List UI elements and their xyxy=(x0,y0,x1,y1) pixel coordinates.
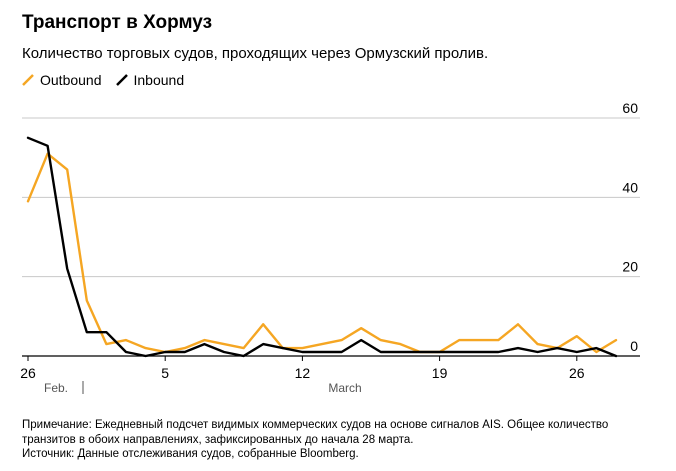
month-label-0: Feb. xyxy=(44,381,68,395)
legend: Outbound Inbound xyxy=(22,72,198,88)
chart-title: Транспорт в Хормуз xyxy=(22,12,213,33)
legend-swatch-inbound xyxy=(115,74,128,86)
y-tick-label-40: 40 xyxy=(622,179,638,195)
y-tick-label-0: 0 xyxy=(630,338,638,354)
x-tick-label-28: 26 xyxy=(569,365,585,381)
chart-notes: Примечание: Ежедневный подсчет видимых к… xyxy=(22,418,662,462)
chart-plot: 0 20 40 60 26 5 12 19 26 Feb. March xyxy=(20,100,640,395)
x-tick-label-21: 19 xyxy=(432,365,448,381)
legend-label-inbound: Inbound xyxy=(133,72,185,88)
y-tick-label-60: 60 xyxy=(622,100,638,116)
y-tick-label-20: 20 xyxy=(622,259,638,275)
x-tick-label-0: 26 xyxy=(20,365,36,381)
legend-label-outbound: Outbound xyxy=(40,72,102,88)
legend-item-outbound: Outbound xyxy=(22,72,102,88)
note-line-2: транзитов в обоих направлениях, зафиксир… xyxy=(22,433,414,446)
note-line-1: Примечание: Ежедневный подсчет видимых к… xyxy=(22,419,609,431)
legend-swatch-outbound xyxy=(22,74,34,86)
month-label-1: March xyxy=(328,381,361,395)
series-line-outbound xyxy=(26,152,618,354)
source-line: Источник: Данные отслеживания судов, соб… xyxy=(22,448,359,460)
x-tick-label-14: 12 xyxy=(295,365,311,381)
legend-item-inbound: Inbound xyxy=(115,72,185,88)
series-line-inbound xyxy=(26,136,618,358)
x-tick-label-7: 5 xyxy=(161,365,169,381)
chart-subtitle: Количество торговых судов, проходящих че… xyxy=(22,45,489,62)
